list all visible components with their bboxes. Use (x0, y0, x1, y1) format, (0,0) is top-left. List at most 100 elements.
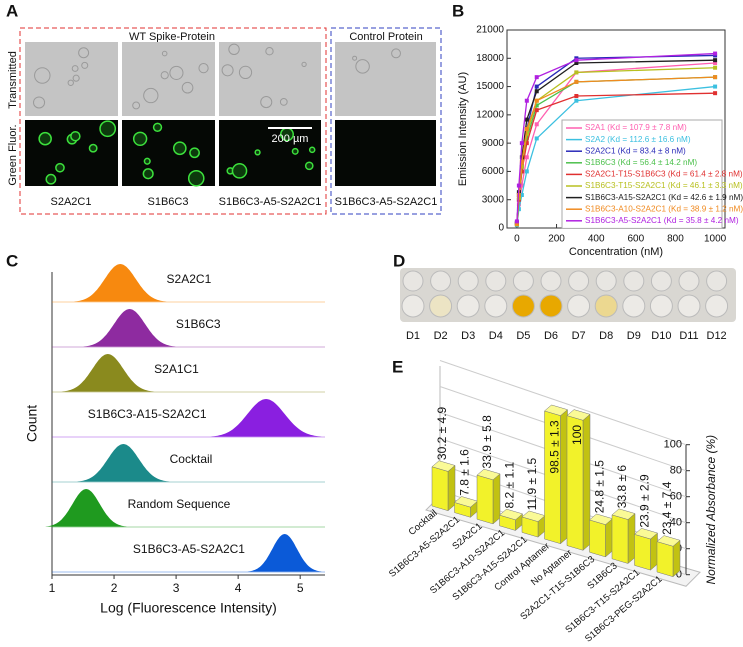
x-tick-label: 600 (627, 234, 644, 245)
bar-front (431, 466, 449, 512)
transmitted-image (219, 42, 321, 116)
group-box (19, 27, 327, 215)
well (457, 270, 479, 292)
histogram-peak (76, 444, 170, 482)
histogram-peak (210, 399, 322, 437)
cell (265, 47, 274, 56)
data-point (534, 103, 539, 108)
bar-front (634, 533, 651, 571)
well (677, 294, 701, 318)
data-point (574, 79, 579, 84)
data-point (524, 117, 529, 122)
well-label: D1 (406, 330, 420, 342)
data-point (519, 160, 524, 164)
well-label: D5 (516, 330, 530, 342)
fluorescent-cell (45, 173, 57, 185)
cell (34, 67, 51, 84)
transmitted-image (335, 42, 436, 116)
well (511, 294, 535, 318)
bar-front (476, 474, 494, 525)
legend-label: S1B6C3-A15-S2A2C1 (Kd = 42.6 ± 1.9 nM) (585, 193, 743, 202)
well (430, 270, 452, 292)
y-axis-label: Emission Intensity (AU) (457, 72, 469, 186)
cell (301, 61, 307, 68)
data-point (534, 122, 539, 127)
row-label: Transmitted (7, 51, 19, 109)
fluorescent-cell (143, 157, 151, 165)
value-label: 23.4 ± 7.4 (660, 481, 674, 535)
data-point (524, 131, 529, 136)
series-label: S2A1C1 (154, 362, 199, 376)
legend-box (561, 119, 723, 229)
cell (181, 81, 194, 94)
well (622, 294, 646, 318)
panel-label: D (393, 251, 405, 270)
bar-top (431, 460, 456, 472)
grid-line (439, 360, 687, 446)
bar-front (656, 541, 674, 578)
bar-side (672, 539, 681, 578)
y-tick-label: 40 (670, 517, 682, 529)
fluorescent-cell (189, 147, 200, 159)
histogram-peak (73, 264, 167, 302)
fluorescence-image (335, 120, 436, 186)
fluorescent-cell (172, 141, 187, 156)
well (594, 294, 618, 318)
fluorescent-cell (88, 143, 98, 153)
well (706, 270, 728, 292)
series-label: S1B6C3-A5-S2A2C1 (133, 542, 245, 556)
well (484, 294, 508, 318)
value-label: 23.9 ± 2.9 (638, 474, 652, 528)
bar-front (611, 514, 629, 564)
data-point (534, 98, 539, 103)
data-point (713, 58, 718, 63)
y-tick-label: 0 (676, 569, 682, 581)
series-label: S2A2C1 (167, 272, 212, 286)
scale-bar-label: 200 µm (272, 133, 309, 145)
histogram-peak (83, 309, 177, 347)
value-label: 33.8 ± 6 (615, 465, 629, 509)
panel-label: C (6, 251, 18, 270)
y-tick-label: 3000 (482, 194, 505, 205)
data-point (519, 193, 524, 197)
well (568, 270, 590, 292)
fluorescent-cell (291, 147, 299, 155)
legend-label: S1B6C3-A10-S2A2C1 (Kd = 38.9 ± 1.2 nM) (585, 204, 743, 213)
data-point (519, 141, 524, 146)
cell (352, 55, 358, 61)
x-tick-label: 1 (49, 581, 56, 595)
cell (198, 63, 209, 74)
data-point (514, 222, 519, 227)
value-label: 24.8 ± 1.5 (593, 460, 607, 514)
value-label: 100 (570, 425, 584, 445)
data-point (534, 108, 539, 113)
data-point (574, 94, 579, 98)
well (401, 294, 425, 318)
well (456, 294, 480, 318)
fluorescent-cell (70, 130, 81, 142)
y-tick-label: 15000 (476, 81, 504, 92)
cell (143, 87, 159, 104)
data-point (524, 98, 529, 103)
cell (71, 65, 79, 72)
panel-label: A (6, 1, 18, 20)
well (623, 270, 645, 292)
cell (355, 59, 370, 74)
bar-top (498, 508, 524, 521)
row-label: Green Fluor. (7, 124, 19, 185)
data-point (534, 136, 539, 141)
fluorescent-cell (55, 162, 65, 173)
bar-side (605, 518, 613, 558)
data-point (524, 169, 529, 174)
group-box (330, 27, 442, 215)
cell (228, 43, 240, 56)
bar-top (476, 468, 501, 481)
fluorescent-cell (231, 163, 248, 179)
data-point (514, 219, 519, 224)
cell (391, 48, 401, 59)
data-point (574, 98, 579, 103)
well-label: D4 (489, 330, 503, 342)
data-point (519, 155, 524, 160)
well (649, 294, 673, 318)
